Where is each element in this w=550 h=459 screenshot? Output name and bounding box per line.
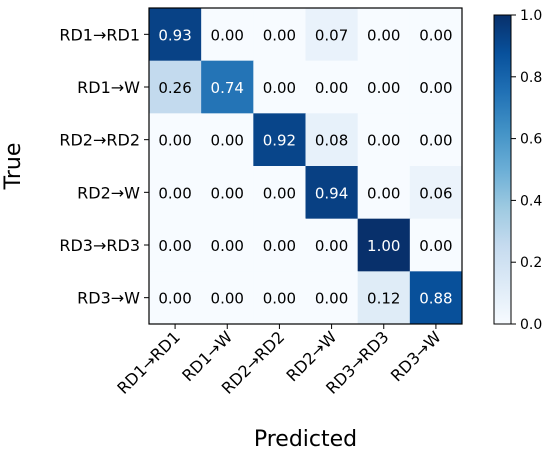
cell-value-label: 1.00 [367, 237, 400, 255]
colorbar-tick-label: 0.0 [520, 317, 542, 333]
heatmap-cell [357, 166, 411, 220]
cell-value-label: 0.00 [263, 184, 296, 202]
cell-value-label: 0.00 [211, 290, 244, 308]
heatmap-cell [149, 8, 202, 62]
cell-value-label: 0.08 [315, 132, 348, 150]
cell-value-label: 0.94 [315, 184, 348, 202]
cell-value-label: 0.00 [419, 132, 452, 150]
heatmap-cell [357, 60, 411, 114]
cell-value-label: 0.00 [367, 79, 400, 97]
cell-value-label: 0.00 [263, 290, 296, 308]
y-tick-label: RD3→W [77, 289, 140, 308]
cell-value-label: 0.12 [367, 290, 400, 308]
cell-value-label: 0.00 [367, 132, 400, 150]
cell-value-label: 0.00 [367, 184, 400, 202]
heatmap-cell [201, 113, 254, 167]
x-tick-label: RD3→W [387, 327, 445, 385]
colorbar-tick-label: 0.2 [520, 255, 542, 271]
heatmap-cell [253, 113, 306, 167]
heatmap-cell [305, 166, 359, 220]
y-axis-label: True [1, 143, 26, 191]
heatmap-cell [201, 218, 254, 272]
heatmap-cell [253, 8, 306, 62]
cell-value-label: 0.00 [263, 79, 296, 97]
y-tick-label: RD3→RD3 [59, 236, 140, 255]
cell-value-label: 0.00 [263, 26, 296, 44]
y-tick-label: RD2→RD2 [59, 131, 140, 150]
cell-value-label: 0.00 [211, 132, 244, 150]
cell-value-label: 0.92 [263, 132, 296, 150]
cell-value-label: 0.74 [211, 79, 244, 97]
heatmap-cell [201, 60, 254, 114]
heatmap-cell [149, 166, 202, 220]
cell-value-label: 0.00 [315, 237, 348, 255]
heatmap-cell [253, 218, 306, 272]
cell-value-label: 0.00 [315, 290, 348, 308]
colorbar-ticks: 0.0 0.2 0.4 0.6 0.8 1.0 [511, 8, 542, 333]
heatmap-cell [357, 218, 411, 272]
y-tick-label: RD2→W [77, 183, 140, 202]
matrix-frame [148, 7, 463, 325]
colorbar-tick-label: 0.6 [520, 132, 542, 148]
cell-value-label: 0.00 [419, 79, 452, 97]
heatmap-cell [201, 271, 254, 325]
heatmap-cell [305, 113, 359, 167]
cell-value-label: 0.06 [419, 184, 452, 202]
heatmap-cell [409, 271, 463, 325]
heatmap-cell [149, 271, 202, 325]
cell-value-label: 0.88 [419, 290, 452, 308]
heatmap-cell [409, 113, 463, 167]
cell-value-label: 0.93 [158, 26, 191, 44]
cell-value-label: 0.00 [367, 26, 400, 44]
y-tick-label: RD1→RD1 [59, 25, 140, 44]
cell-value-label: 0.00 [419, 26, 452, 44]
cell-value-label: 0.00 [211, 237, 244, 255]
colorbar-tick-label: 0.8 [520, 70, 542, 86]
heatmap-cell [253, 60, 306, 114]
y-axis-ticks: RD1→RD1 RD1→W RD2→RD2 RD2→W RD3→RD3 RD3→W [59, 25, 149, 308]
heatmap-cell [201, 8, 254, 62]
heatmap-cell [409, 166, 463, 220]
heatmap-cell [357, 271, 411, 325]
heatmap-cell [305, 218, 359, 272]
heatmap-cells [149, 8, 463, 325]
heatmap-cell [305, 8, 359, 62]
colorbar [493, 14, 512, 325]
colorbar-tick-label: 1.0 [520, 8, 542, 24]
heatmap-cell [201, 166, 254, 220]
heatmap-cell [357, 113, 411, 167]
heatmap-cell [409, 60, 463, 114]
cell-value-labels: 0.93 0.00 0.00 0.07 0.00 0.00 0.26 0.74 0.00 0.00… [158, 26, 452, 307]
heatmap-cell [409, 218, 463, 272]
cell-value-label: 0.00 [211, 26, 244, 44]
cell-value-label: 0.00 [158, 237, 191, 255]
cell-value-label: 0.00 [263, 237, 296, 255]
heatmap-cell [149, 113, 202, 167]
cell-value-label: 0.00 [315, 79, 348, 97]
cell-value-label: 0.00 [158, 290, 191, 308]
heatmap-cell [149, 60, 202, 114]
cell-value-label: 0.26 [158, 79, 191, 97]
x-axis-label: Predicted [254, 427, 357, 452]
cell-value-label: 0.00 [419, 237, 452, 255]
heatmap-cell [149, 218, 202, 272]
heatmap-cell [305, 60, 359, 114]
cell-value-label: 0.00 [158, 184, 191, 202]
cell-value-label: 0.00 [211, 184, 244, 202]
heatmap-cell [253, 271, 306, 325]
x-tick-label: RD1→RD1 [113, 327, 183, 397]
heatmap-cell [409, 8, 463, 62]
cell-value-label: 0.00 [158, 132, 191, 150]
heatmap-cell [357, 8, 411, 62]
y-tick-label: RD1→W [77, 78, 140, 97]
cell-value-label: 0.07 [315, 26, 348, 44]
heatmap-cell [253, 166, 306, 220]
colorbar-tick-label: 0.4 [520, 193, 542, 209]
heatmap-cell [305, 271, 359, 325]
